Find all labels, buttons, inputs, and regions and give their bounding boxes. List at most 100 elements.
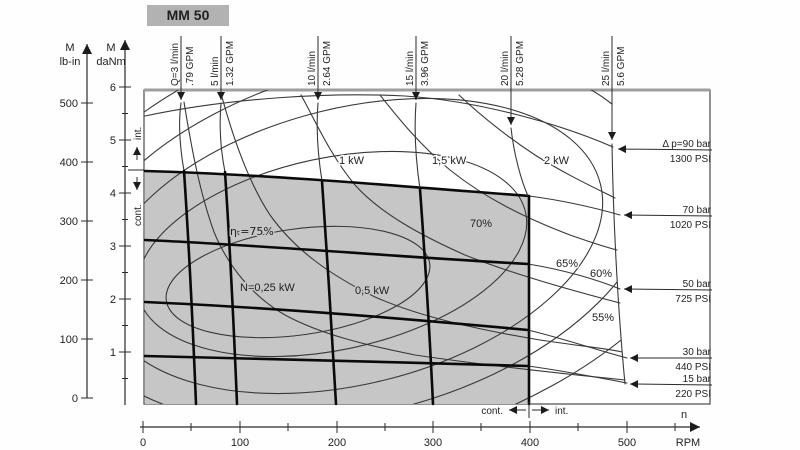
flow-label-15gpm: 3.96 GPM — [420, 41, 431, 86]
pressure-curve-50bar — [143, 238, 530, 266]
efficiency-label-75: ηₜ=75% — [230, 225, 274, 238]
flow-label-25gpm: 5.6 GPM — [616, 47, 627, 86]
flow-label-3lmin: Q=3 l/min — [170, 43, 181, 86]
left-zone-int-label: int. — [133, 127, 144, 140]
curve-labels: N=0,25 kW 0,5 kW 1 kW 1,5 kW 2 kW ηₜ=75%… — [229, 154, 616, 326]
pressure-label-1020psi: 1020 PSI — [670, 220, 711, 231]
pressure-label-725psi: 725 PSI — [675, 294, 711, 305]
flow-label-10lmin: 10 l/min — [307, 51, 318, 86]
title-background — [147, 5, 229, 26]
pressure-label-30bar: 30 bar — [683, 347, 712, 358]
bottom-zone-int-label: int. — [555, 406, 568, 417]
flow-curve-15lmin — [418, 187, 435, 406]
efficiency-label-70: 70% — [470, 218, 492, 230]
danm-axis-unit: daNm — [96, 56, 125, 68]
flow-label-10gpm: 2.64 GPM — [322, 41, 333, 86]
pressure-label-arrow-90bar — [617, 145, 713, 154]
bottom-zone-cont-label: cont. — [481, 406, 503, 417]
flow-curve-15lmin-upper — [414, 102, 421, 190]
power-label-0-25kw: N=0,25 kW — [240, 282, 295, 294]
rpm-tick-500: 500 — [618, 437, 636, 449]
lbin-axis-symbol: M — [65, 42, 74, 54]
lbin-tick-400: 400 — [60, 157, 78, 169]
flow-label-20gpm: 5.28 GPM — [515, 41, 526, 86]
flow-curve-3lmin-upper — [179, 102, 185, 172]
flow-curve-25lmin — [611, 143, 626, 385]
pressure-curve-70bar-ext — [528, 195, 621, 216]
continuous-zone-shading — [145, 171, 529, 404]
efficiency-label-55: 55% — [592, 312, 614, 324]
chart-title-box: MM 50 — [147, 5, 229, 26]
pressure-curve-15bar — [143, 354, 530, 368]
pressure-labels: Δ p=90 bar 1300 PSI 70 bar 1020 PSI 50 b… — [617, 139, 713, 400]
pressure-curves — [143, 94, 628, 384]
flow-label-3gpm: .79 GPM — [185, 47, 196, 86]
efficiency-contour-75 — [165, 225, 431, 339]
power-curve-1kw — [300, 94, 621, 304]
flow-label-15lmin: 15 l/min — [405, 51, 416, 86]
pressure-label-15bar: 15 bar — [683, 374, 712, 385]
flow-curve-3lmin — [182, 169, 198, 406]
rpm-axis-symbol: n — [681, 409, 687, 421]
lbin-tick-0: 0 — [72, 393, 78, 405]
pressure-curve-90bar — [144, 94, 614, 148]
pressure-label-90bar: Δ p=90 bar — [662, 139, 711, 150]
flow-curve-10lmin-upper — [316, 102, 323, 182]
axis-danm: 1 2 3 4 5 6 M daNm — [96, 40, 131, 405]
rpm-axis-unit: RPM — [676, 437, 700, 449]
power-curve-1-5kw — [379, 94, 618, 251]
lbin-tick-500: 500 — [60, 98, 78, 110]
lbin-tick-100: 100 — [60, 334, 78, 346]
pressure-label-440psi: 440 PSI — [675, 362, 711, 373]
pressure-curve-15bar-ext — [527, 365, 628, 384]
lbin-tick-300: 300 — [60, 216, 78, 228]
pressure-curve-30bar-ext — [527, 329, 628, 359]
efficiency-contour-65 — [144, 97, 604, 395]
rpm-tick-200: 200 — [328, 437, 346, 449]
rpm-tick-100: 100 — [231, 437, 249, 449]
power-label-1kw: 1 kW — [339, 155, 365, 167]
efficiency-label-60: 60% — [590, 268, 612, 280]
flow-curves — [179, 102, 626, 406]
power-label-0-5kw: 0,5 kW — [355, 285, 390, 297]
axis-rpm: 0 100 200 300 400 500 n RPM — [140, 409, 700, 449]
axis-lbin: 0 100 200 300 400 500 M lb-in — [60, 42, 93, 405]
page-title: MM 50 — [167, 7, 210, 23]
danm-axis-symbol: M — [106, 42, 115, 54]
rpm-tick-400: 400 — [521, 437, 539, 449]
power-curve-2kw — [458, 94, 616, 199]
power-curve-0-5kw — [221, 96, 623, 353]
flow-label-5lmin: 5 l/min — [210, 57, 221, 86]
pressure-curve-70bar-continuous-limit — [143, 169, 531, 198]
flow-labels: Q=3 l/min .79 GPM 5 l/min 1.32 GPM 10 l/… — [170, 36, 627, 140]
flow-curve-5lmin-upper — [219, 102, 226, 173]
efficiency-label-65: 65% — [556, 258, 578, 270]
power-label-2kw: 2 kW — [544, 155, 570, 167]
power-label-1-5kw: 1,5 kW — [432, 155, 467, 167]
flow-curve-10lmin — [320, 179, 338, 406]
pressure-curve-50bar-ext — [527, 263, 621, 290]
flow-label-5gpm: 1.32 GPM — [225, 41, 236, 86]
flow-label-25lmin: 25 l/min — [601, 51, 612, 86]
efficiency-contour-70 — [144, 150, 528, 358]
pressure-label-70bar: 70 bar — [683, 205, 712, 216]
danm-tick-4: 4 — [110, 188, 116, 200]
pressure-label-arrow-50bar — [623, 285, 713, 294]
pressure-label-1300psi: 1300 PSI — [670, 154, 711, 165]
danm-tick-6: 6 — [110, 82, 116, 94]
efficiency-contours — [144, 90, 627, 404]
bottom-zone-marker: cont. int. — [481, 402, 568, 418]
danm-tick-5: 5 — [110, 135, 116, 147]
pressure-label-220psi: 220 PSI — [675, 389, 711, 400]
flow-label-20lmin: 20 l/min — [500, 51, 511, 86]
danm-tick-3: 3 — [110, 241, 116, 253]
lbin-tick-200: 200 — [60, 275, 78, 287]
pressure-label-50bar: 50 bar — [683, 279, 712, 290]
rpm-tick-0: 0 — [140, 437, 146, 449]
pressure-label-arrow-15bar — [629, 380, 713, 389]
danm-tick-2: 2 — [110, 294, 116, 306]
pressure-label-arrow-70bar — [623, 211, 713, 220]
rpm-tick-300: 300 — [424, 437, 442, 449]
